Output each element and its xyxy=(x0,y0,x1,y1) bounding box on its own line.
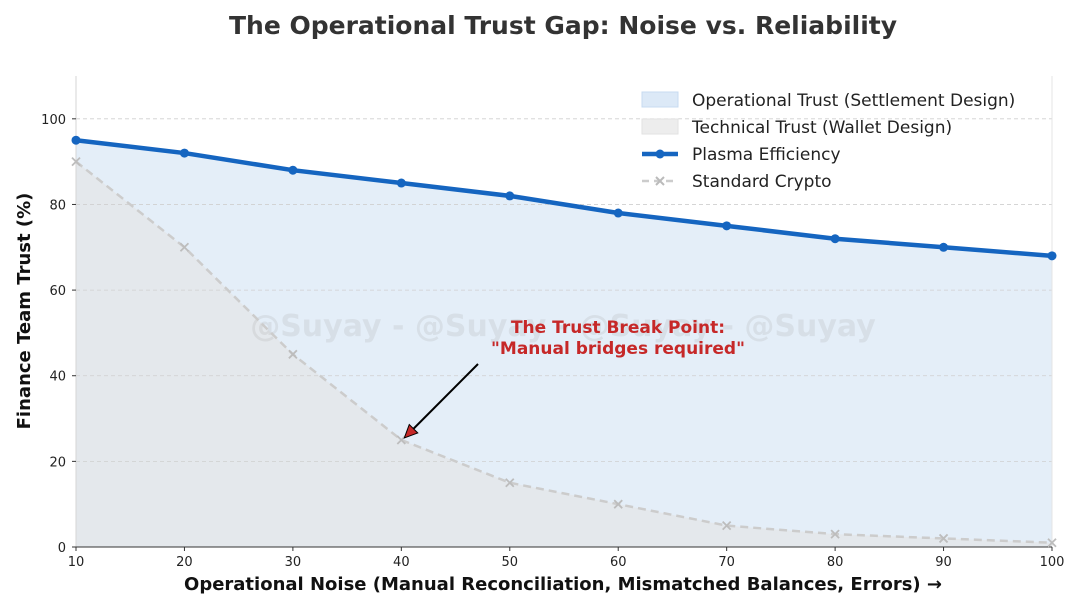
standard-crypto-point-20 xyxy=(179,242,190,252)
y-tick-label-100: 100 xyxy=(41,113,66,128)
x-tick-label-60: 60 xyxy=(610,555,627,570)
series-line-plasma-efficiency xyxy=(75,137,1053,259)
area-technical-trust xyxy=(76,161,1052,548)
x-tick-label-10: 10 xyxy=(68,555,85,570)
x-tick-label-100: 100 xyxy=(1040,555,1065,570)
legend-swatch-operational-trust xyxy=(641,91,679,108)
plasma-efficiency-point-30 xyxy=(288,165,298,175)
annotation-arrow-shaft xyxy=(412,363,479,430)
areas-layer xyxy=(76,140,1052,548)
y-tick-label-40: 40 xyxy=(49,370,66,385)
plasma-efficiency-point-40 xyxy=(396,178,406,188)
watermark-text: @Suyay - @Suyay - @Suyay - @Suyay xyxy=(250,309,876,344)
chart-title: The Operational Trust Gap: Noise vs. Rel… xyxy=(229,11,897,40)
standard-crypto-point-50 xyxy=(505,478,515,488)
standard-crypto-point-90 xyxy=(938,533,949,544)
legend-label-technical-trust: Technical Trust (Wallet Design) xyxy=(691,118,952,138)
standard-crypto-point-10 xyxy=(71,156,81,167)
series-line-standard-crypto xyxy=(75,160,1053,544)
plasma-efficiency-point-50 xyxy=(505,191,515,201)
annotation-arrow-head xyxy=(403,423,419,439)
legend-swatch-technical-trust xyxy=(641,118,679,135)
y-tick-label-0: 0 xyxy=(58,541,66,556)
x-tick-label-90: 90 xyxy=(935,555,952,570)
y-tick-label-60: 60 xyxy=(49,284,66,299)
x-tick-label-80: 80 xyxy=(827,555,844,570)
standard-crypto-point-80 xyxy=(830,529,840,539)
series-layer xyxy=(71,135,1057,548)
x-tick-label-40: 40 xyxy=(393,555,410,570)
plasma-efficiency-point-20 xyxy=(179,148,189,158)
axes-layer: 10 20 30 40 50 60 70 80 90 100 0 20 40 60 80 100 xyxy=(41,76,1064,570)
plasma-efficiency-point-90 xyxy=(939,242,949,252)
x-tick-label-20: 20 xyxy=(176,555,193,570)
legend-marker-standard xyxy=(655,176,665,186)
annotation-title: The Trust Break Point: xyxy=(511,318,725,338)
legend: Operational Trust (Settlement Design) Te… xyxy=(641,91,1015,192)
y-axis-label: Finance Team Trust (%) xyxy=(14,193,35,430)
plasma-efficiency-point-100 xyxy=(1047,251,1057,261)
x-tick-label-30: 30 xyxy=(285,555,302,570)
y-tick-label-80: 80 xyxy=(49,198,66,213)
plasma-efficiency-point-60 xyxy=(613,208,623,218)
standard-crypto-point-60 xyxy=(613,499,623,509)
standard-crypto-point-100 xyxy=(1047,538,1057,548)
standard-crypto-point-30 xyxy=(288,349,298,359)
legend-label-plasma: Plasma Efficiency xyxy=(692,145,841,165)
y-tick-label-20: 20 xyxy=(49,455,66,470)
standard-crypto-point-70 xyxy=(722,520,732,531)
legend-label-standard: Standard Crypto xyxy=(692,172,832,192)
annotation-layer: The Trust Break Point: "Manual bridges r… xyxy=(403,318,745,439)
plasma-efficiency-point-80 xyxy=(830,234,840,244)
x-axis-label: Operational Noise (Manual Reconciliation… xyxy=(184,574,942,595)
x-tick-label-70: 70 xyxy=(718,555,735,570)
plasma-efficiency-point-10 xyxy=(71,135,81,145)
legend-label-operational-trust: Operational Trust (Settlement Design) xyxy=(692,91,1015,111)
annotation-subtitle: "Manual bridges required" xyxy=(491,339,745,359)
x-tick-label-50: 50 xyxy=(502,555,519,570)
plasma-efficiency-point-70 xyxy=(722,221,732,231)
legend-marker-plasma xyxy=(655,149,665,159)
standard-crypto-point-40 xyxy=(396,435,406,445)
